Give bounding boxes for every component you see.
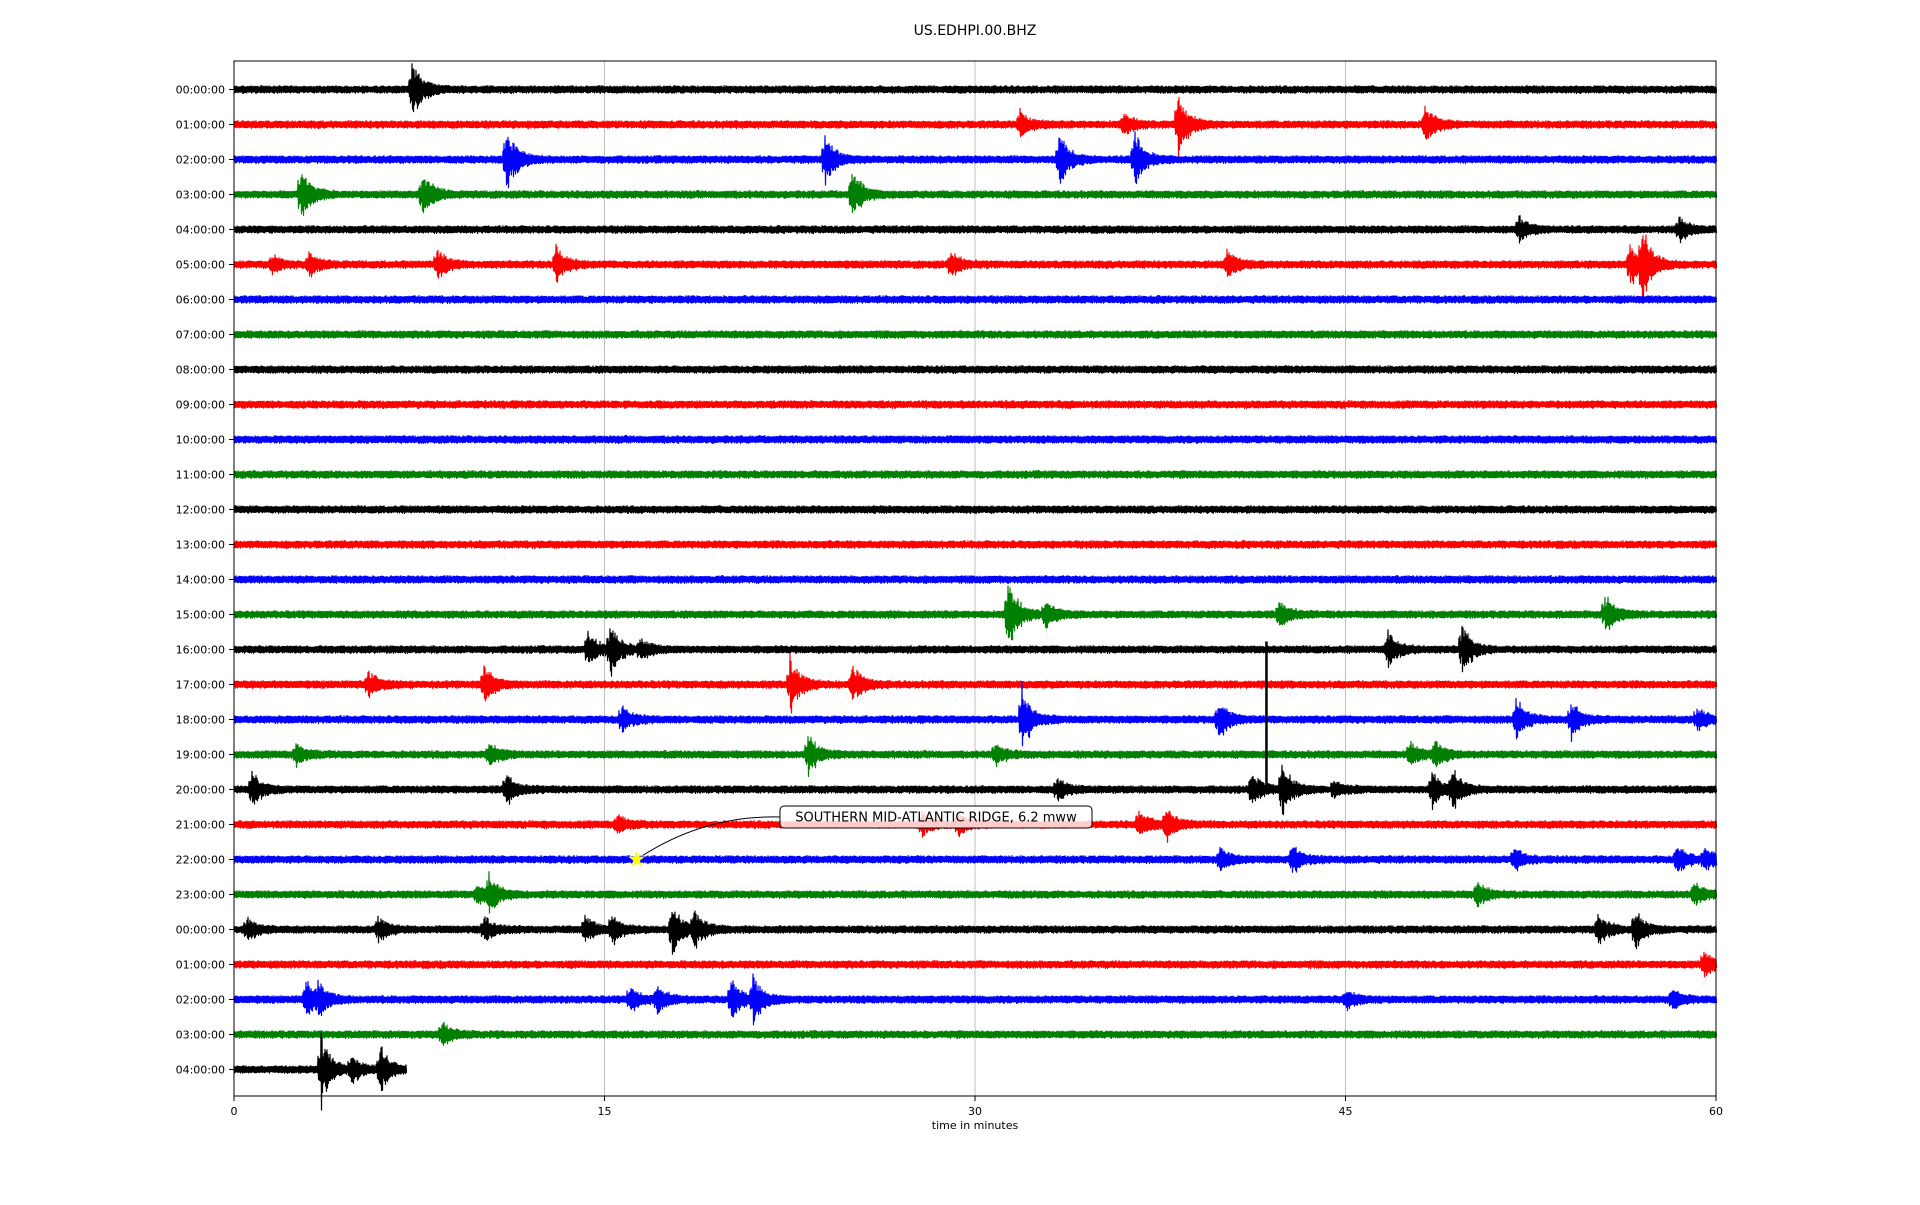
trace-row bbox=[233, 434, 1718, 445]
event-star-marker bbox=[628, 850, 645, 867]
y-tick-label: 06:00:00 bbox=[176, 294, 225, 307]
trace-row bbox=[233, 539, 1718, 550]
y-tick-label: 04:00:00 bbox=[176, 224, 225, 237]
trace-row bbox=[233, 96, 1718, 160]
y-tick-label: 23:00:00 bbox=[176, 889, 225, 902]
y-tick-label: 16:00:00 bbox=[176, 644, 225, 657]
trace-row bbox=[233, 469, 1718, 480]
event-annotation: SOUTHERN MID-ATLANTIC RIDGE, 6.2 mww bbox=[628, 805, 1093, 867]
x-tick-label: 0 bbox=[231, 1105, 238, 1118]
trace-row bbox=[233, 1032, 408, 1111]
trace-row bbox=[233, 504, 1718, 515]
trace-row bbox=[233, 364, 1718, 374]
trace-row bbox=[233, 399, 1718, 410]
trace-row bbox=[233, 294, 1718, 305]
trace-row bbox=[233, 585, 1718, 641]
y-tick-label: 12:00:00 bbox=[176, 504, 225, 517]
trace-row bbox=[233, 215, 1718, 244]
y-tick-label: 09:00:00 bbox=[176, 399, 225, 412]
trace-row bbox=[233, 681, 1718, 747]
y-tick-label: 01:00:00 bbox=[176, 959, 225, 972]
trace-row bbox=[233, 575, 1718, 584]
trace-row bbox=[233, 846, 1718, 873]
chart-title: US.EDHPI.00.BHZ bbox=[914, 23, 1037, 39]
y-tick-label: 04:00:00 bbox=[176, 1064, 225, 1077]
x-tick-label: 30 bbox=[968, 1105, 982, 1118]
y-tick-label: 05:00:00 bbox=[176, 259, 225, 272]
trace-row bbox=[233, 973, 1718, 1026]
trace-row bbox=[233, 653, 1718, 714]
trace-row bbox=[233, 764, 1718, 816]
y-tick-label: 01:00:00 bbox=[176, 119, 225, 132]
y-tick-label: 03:00:00 bbox=[176, 189, 225, 202]
y-tick-label: 10:00:00 bbox=[176, 434, 225, 447]
y-tick-label: 19:00:00 bbox=[176, 749, 225, 762]
y-tick-label: 17:00:00 bbox=[176, 679, 225, 692]
y-tick-label: 13:00:00 bbox=[176, 539, 225, 552]
y-tick-label: 03:00:00 bbox=[176, 1029, 225, 1042]
y-tick-label: 07:00:00 bbox=[176, 329, 225, 342]
trace-row bbox=[233, 173, 1718, 216]
y-tick-label: 18:00:00 bbox=[176, 714, 225, 727]
y-tick-label: 22:00:00 bbox=[176, 854, 225, 867]
trace-row bbox=[233, 910, 1718, 955]
annotation-label: SOUTHERN MID-ATLANTIC RIDGE, 6.2 mww bbox=[795, 811, 1077, 826]
y-tick-label: 21:00:00 bbox=[176, 819, 225, 832]
y-tick-label: 02:00:00 bbox=[176, 154, 225, 167]
annotation-arrow bbox=[642, 816, 781, 856]
y-tick-label: 11:00:00 bbox=[176, 469, 225, 482]
y-tick-label: 00:00:00 bbox=[176, 924, 225, 937]
y-tick-label: 02:00:00 bbox=[176, 994, 225, 1007]
x-tick-label: 15 bbox=[598, 1105, 612, 1118]
y-tick-label: 14:00:00 bbox=[176, 574, 225, 587]
y-tick-label: 15:00:00 bbox=[176, 609, 225, 622]
x-tick-label: 45 bbox=[1339, 1105, 1353, 1118]
annotation-box bbox=[779, 805, 1093, 829]
trace-row bbox=[233, 131, 1718, 189]
y-tick-label: 00:00:00 bbox=[176, 84, 225, 97]
trace-row bbox=[233, 1021, 1718, 1046]
trace-row bbox=[233, 736, 1718, 777]
x-axis-label: time in minutes bbox=[932, 1119, 1019, 1132]
axis-ticks: 0 15 30 45 60 00:00:00 01:00:00 02:00:00 03:00:0… bbox=[176, 84, 1723, 1119]
x-tick-label: 60 bbox=[1709, 1105, 1723, 1118]
trace-row bbox=[233, 951, 1718, 978]
trace-row bbox=[233, 234, 1718, 304]
trace-row bbox=[233, 625, 1718, 677]
trace-row bbox=[233, 63, 1718, 113]
y-tick-label: 08:00:00 bbox=[176, 364, 225, 377]
y-tick-label: 20:00:00 bbox=[176, 784, 225, 797]
trace-row bbox=[233, 871, 1718, 914]
trace-row bbox=[233, 330, 1718, 339]
